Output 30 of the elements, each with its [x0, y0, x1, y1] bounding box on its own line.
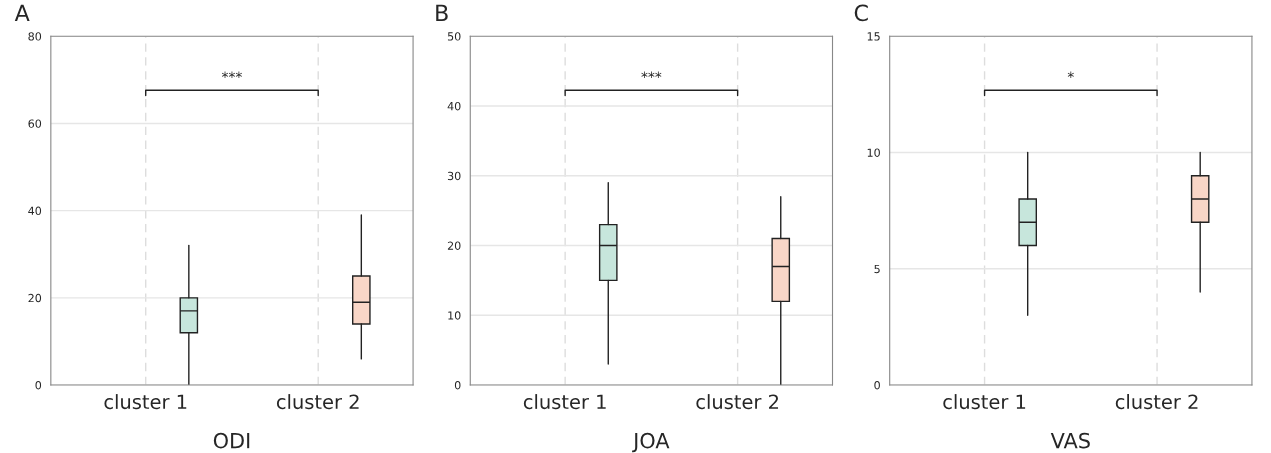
y-tick-label: 15 [867, 32, 880, 41]
x-axis-title: JOA [632, 432, 670, 453]
y-tick-label: 60 [28, 119, 42, 128]
x-tick-label: cluster 1 [523, 394, 606, 410]
chart-title: A [14, 4, 30, 21]
annotation: * [1067, 71, 1074, 78]
y-tick-label: 20 [447, 241, 461, 250]
y-tick-label: 50 [447, 32, 461, 41]
y-tick-label: 20 [28, 293, 42, 303]
y-tick-label: 30 [447, 171, 461, 181]
y-tick-label: 0 [454, 381, 461, 390]
annotation: *** [221, 71, 242, 78]
annotation: *** [641, 71, 662, 78]
x-tick-label: cluster 1 [104, 394, 187, 410]
x-axis-title: VAS [1050, 432, 1090, 449]
x-tick-label: cluster 1 [943, 394, 1026, 410]
y-tick-label: 10 [867, 148, 880, 157]
y-tick-label: 5 [874, 264, 880, 274]
y-tick-label: 80 [28, 32, 42, 41]
x-tick-label: cluster 2 [696, 394, 779, 410]
x-axis-title: ODI [213, 432, 250, 449]
y-tick-label: 40 [447, 101, 461, 111]
chart-title: B [436, 4, 448, 21]
x-tick-label: cluster 2 [276, 394, 359, 410]
y-tick-label: 40 [28, 206, 42, 216]
y-tick-label: 10 [448, 311, 461, 320]
y-tick-label: 0 [35, 381, 42, 390]
chart-title: C [854, 4, 868, 22]
x-tick-label: cluster 2 [1115, 394, 1198, 410]
y-tick-label: 0 [874, 381, 880, 390]
